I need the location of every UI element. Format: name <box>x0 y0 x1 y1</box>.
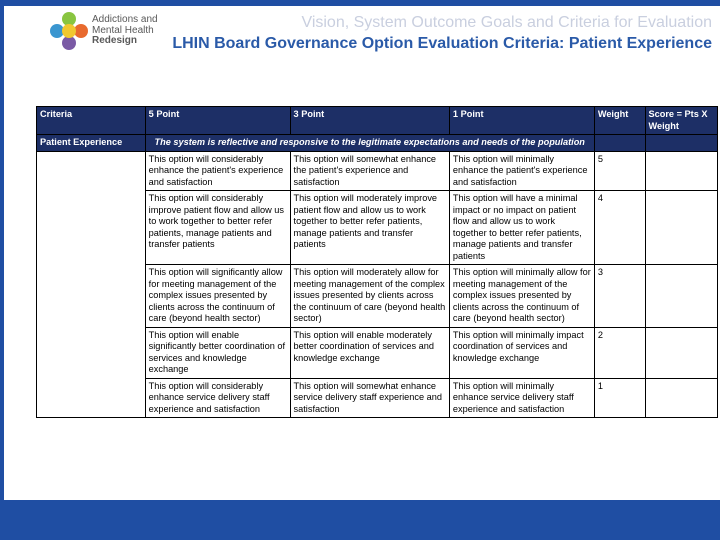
category-weight-blank <box>594 135 645 152</box>
col-score: Score = Pts X Weight <box>645 107 718 135</box>
cell-score <box>645 327 718 378</box>
criteria-cell <box>37 151 146 418</box>
cell-score <box>645 191 718 265</box>
cell-1pt: This option will have a minimal impact o… <box>449 191 594 265</box>
category-desc: The system is reflective and responsive … <box>145 135 594 152</box>
cell-5pt: This option will significantly allow for… <box>145 265 290 328</box>
cell-5pt: This option will considerably enhance th… <box>145 151 290 191</box>
col-weight: Weight <box>594 107 645 135</box>
cell-weight: 4 <box>594 191 645 265</box>
page-header: Vision, System Outcome Goals and Criteri… <box>120 14 716 54</box>
cell-3pt: This option will enable moderately bette… <box>290 327 449 378</box>
col-criteria: Criteria <box>37 107 146 135</box>
cell-score <box>645 378 718 418</box>
col-1pt: 1 Point <box>449 107 594 135</box>
cell-1pt: This option will minimally enhance the p… <box>449 151 594 191</box>
cell-3pt: This option will somewhat enhance servic… <box>290 378 449 418</box>
cell-weight: 1 <box>594 378 645 418</box>
cell-5pt: This option will considerably enhance se… <box>145 378 290 418</box>
left-border <box>0 6 4 500</box>
table-row: This option will considerably enhance th… <box>37 151 718 191</box>
bottom-border <box>0 500 720 540</box>
cell-5pt: This option will considerably improve pa… <box>145 191 290 265</box>
criteria-table-wrap: Criteria 5 Point 3 Point 1 Point Weight … <box>36 106 718 418</box>
top-border <box>0 0 720 6</box>
cell-3pt: This option will moderately improve pati… <box>290 191 449 265</box>
col-5pt: 5 Point <box>145 107 290 135</box>
cell-weight: 3 <box>594 265 645 328</box>
cell-score <box>645 151 718 191</box>
cell-3pt: This option will somewhat enhance the pa… <box>290 151 449 191</box>
logo-flower-icon <box>50 12 88 50</box>
header-line1: Vision, System Outcome Goals and Criteri… <box>120 14 712 32</box>
cell-weight: 5 <box>594 151 645 191</box>
cell-1pt: This option will minimally enhance servi… <box>449 378 594 418</box>
cell-1pt: This option will minimally allow for mee… <box>449 265 594 328</box>
table-header-row: Criteria 5 Point 3 Point 1 Point Weight … <box>37 107 718 135</box>
cell-3pt: This option will moderately allow for me… <box>290 265 449 328</box>
category-label: Patient Experience <box>37 135 146 152</box>
cell-5pt: This option will enable significantly be… <box>145 327 290 378</box>
header-line2: LHIN Board Governance Option Evaluation … <box>120 34 712 54</box>
cell-weight: 2 <box>594 327 645 378</box>
col-3pt: 3 Point <box>290 107 449 135</box>
cell-1pt: This option will minimally impact coordi… <box>449 327 594 378</box>
category-row: Patient Experience The system is reflect… <box>37 135 718 152</box>
category-score-blank <box>645 135 718 152</box>
cell-score <box>645 265 718 328</box>
criteria-table: Criteria 5 Point 3 Point 1 Point Weight … <box>36 106 718 418</box>
